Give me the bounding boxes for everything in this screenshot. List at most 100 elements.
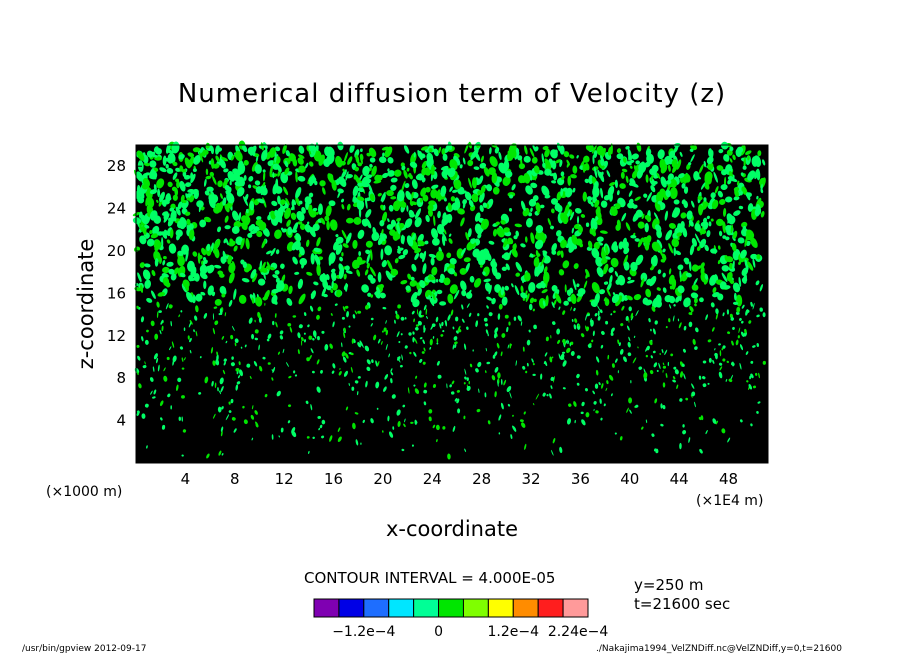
field-cell [248,184,252,189]
field-cell [423,382,427,388]
field-cell [381,260,387,268]
field-cell [486,184,493,192]
field-cell [453,336,458,341]
field-cell [623,356,627,363]
field-cell [578,225,583,234]
field-cell [603,403,606,407]
field-cell [468,199,474,208]
field-cell [450,309,454,316]
field-cell [664,349,668,356]
field-cell [419,337,423,340]
field-cell [381,211,388,223]
field-cell [390,371,394,376]
field-cell [228,410,232,413]
field-cell [222,197,227,206]
field-cell [263,142,268,150]
field-cell [517,155,523,161]
field-cell [566,418,571,425]
field-cell [542,251,547,258]
x-tick-label: 20 [373,470,392,488]
field-cell [457,208,465,215]
field-cell [422,361,426,365]
field-cell [254,164,262,174]
field-cell [610,332,614,336]
field-cell [159,191,165,203]
field-cell [673,366,677,370]
field-cell [628,306,632,312]
field-cell [149,210,158,221]
field-cell [369,163,373,168]
field-cell [570,306,572,311]
field-cell [492,354,496,359]
colorbar-label: 2.24e−4 [548,624,609,640]
field-cell [688,162,692,166]
field-cell [730,317,734,321]
field-cell [579,165,583,170]
field-cell [404,183,410,189]
field-cell [288,285,293,295]
x-tick-label: 4 [181,470,191,488]
field-cell [177,250,184,257]
field-cell [681,363,685,367]
field-cell [756,314,760,318]
field-cell [594,199,600,208]
field-cell [500,402,504,410]
field-cell [645,419,648,424]
field-cell [580,214,586,218]
field-cell [682,175,688,184]
field-cell [652,350,656,354]
field-cell [430,164,435,176]
field-cell [209,171,215,177]
field-cell [284,160,289,168]
field-cell [641,426,644,430]
field-cell [428,148,433,153]
field-cell [316,264,321,276]
field-cell [524,272,531,282]
field-cell [488,167,496,175]
field-cell [438,146,442,154]
field-cell [390,368,393,373]
field-cell [362,165,370,177]
field-cell [662,369,664,373]
field-cell [250,269,257,279]
field-cell [162,155,167,166]
field-cell [193,155,201,165]
field-cell [673,145,679,153]
field-cell [334,303,338,306]
field-cell [632,357,637,364]
field-cell [386,190,394,197]
footer-right: ./Nakajima1994_VelZNDiff.nc@VelZNDiff,y=… [596,644,842,654]
field-cell [662,405,666,410]
x-tick-label: 8 [230,470,240,488]
field-cell [598,382,601,386]
field-cell [394,319,396,324]
field-cell [592,330,595,337]
field-cell [506,386,512,393]
field-cell [169,207,175,212]
field-cell [332,363,336,369]
field-cell [517,315,522,322]
field-cell [320,217,326,225]
field-cell [410,276,415,281]
field-cell [292,315,297,318]
field-cell [718,362,723,366]
field-cell [491,297,496,305]
field-cell [645,148,652,157]
field-cell [456,389,460,393]
field-cell [149,160,157,168]
y-axis-label: z-coordinate [74,239,98,370]
field-cell [605,387,608,392]
field-cell [286,362,289,367]
field-cell [614,203,621,210]
field-cell [533,298,537,303]
field-cell [678,322,682,329]
field-cell [231,154,235,161]
field-cell [690,394,693,398]
field-cell [626,295,633,301]
colorbar-swatch [462,598,489,618]
field-cell [168,268,175,275]
field-cell [335,236,344,244]
field-cell [349,144,355,153]
field-cell [409,351,412,355]
field-cell [570,350,575,357]
